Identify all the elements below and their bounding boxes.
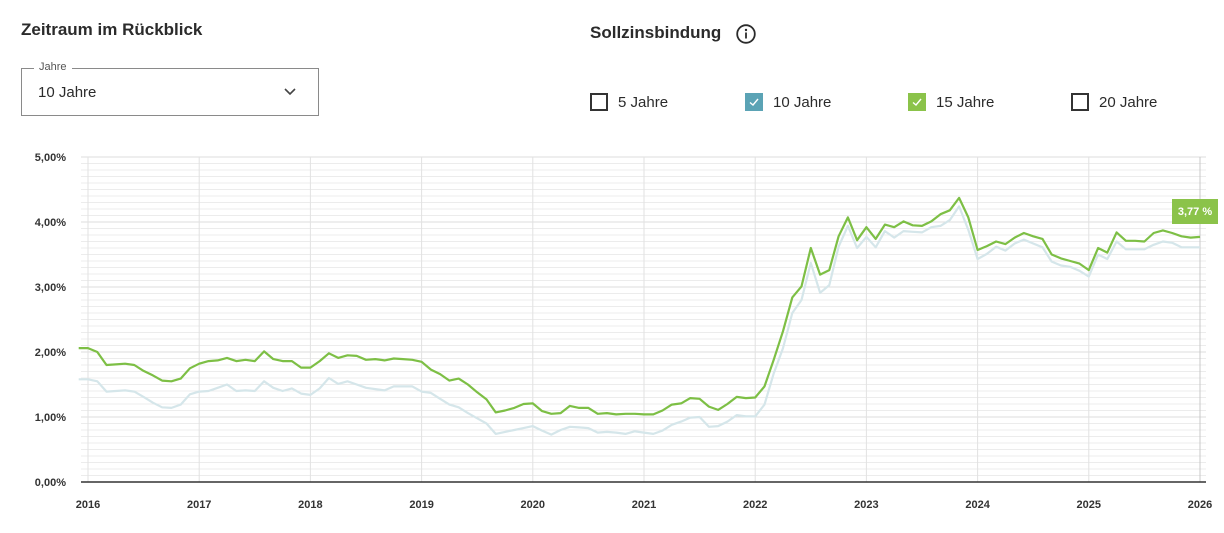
chevron-down-icon [284, 88, 296, 96]
y-tick-label: 4,00% [35, 217, 66, 229]
series-line-10-jahre [78, 205, 1200, 436]
checkbox-label: 15 Jahre [936, 93, 995, 111]
checkbox-label: 10 Jahre [773, 93, 832, 111]
y-tick-label: 2,00% [35, 347, 66, 359]
x-tick-label: 2018 [298, 499, 322, 511]
checkbox-label: 5 Jahre [618, 93, 669, 111]
checkbox-5-jahre[interactable]: 5 Jahre [590, 92, 668, 112]
x-tick-label: 2023 [854, 499, 878, 511]
y-tick-label: 1,00% [35, 412, 66, 424]
checkbox-15-jahre[interactable]: 15 Jahre [908, 92, 994, 112]
x-tick-label: 2017 [187, 499, 211, 511]
x-tick-label: 2020 [521, 499, 545, 511]
y-tick-label: 0,00% [35, 477, 66, 489]
y-tick-label: 3,00% [35, 282, 66, 294]
checkbox-box[interactable] [908, 93, 926, 111]
x-tick-label: 2016 [76, 499, 100, 511]
binding-title: Sollzinsbindung [590, 23, 722, 42]
checkbox-box[interactable] [745, 93, 763, 111]
y-tick-label: 5,00% [35, 152, 66, 164]
current-value-badge: 3,77 % [1172, 199, 1218, 224]
period-title: Zeitraum im Rückblick [21, 20, 203, 39]
x-tick-label: 2022 [743, 499, 767, 511]
period-dropdown-legend: Jahre [34, 61, 72, 73]
period-dropdown[interactable]: Jahre 10 Jahre [21, 61, 319, 116]
checkbox-box[interactable] [1071, 93, 1089, 111]
series-line-15-jahre [78, 196, 1201, 416]
checkbox-10-jahre[interactable]: 10 Jahre [745, 92, 831, 112]
x-tick-label: 2025 [1077, 499, 1101, 511]
checkbox-20-jahre[interactable]: 20 Jahre [1071, 92, 1157, 112]
checkbox-label: 20 Jahre [1099, 93, 1158, 111]
checkbox-box[interactable] [590, 93, 608, 111]
checkmark-icon [749, 98, 759, 106]
x-tick-label: 2021 [632, 499, 656, 511]
x-tick-label: 2026 [1188, 499, 1212, 511]
period-dropdown-value: 10 Jahre [38, 84, 97, 101]
x-tick-label: 2019 [409, 499, 433, 511]
x-tick-label: 2024 [965, 499, 990, 511]
checkmark-icon [912, 98, 922, 106]
info-circle-icon[interactable] [736, 24, 756, 44]
